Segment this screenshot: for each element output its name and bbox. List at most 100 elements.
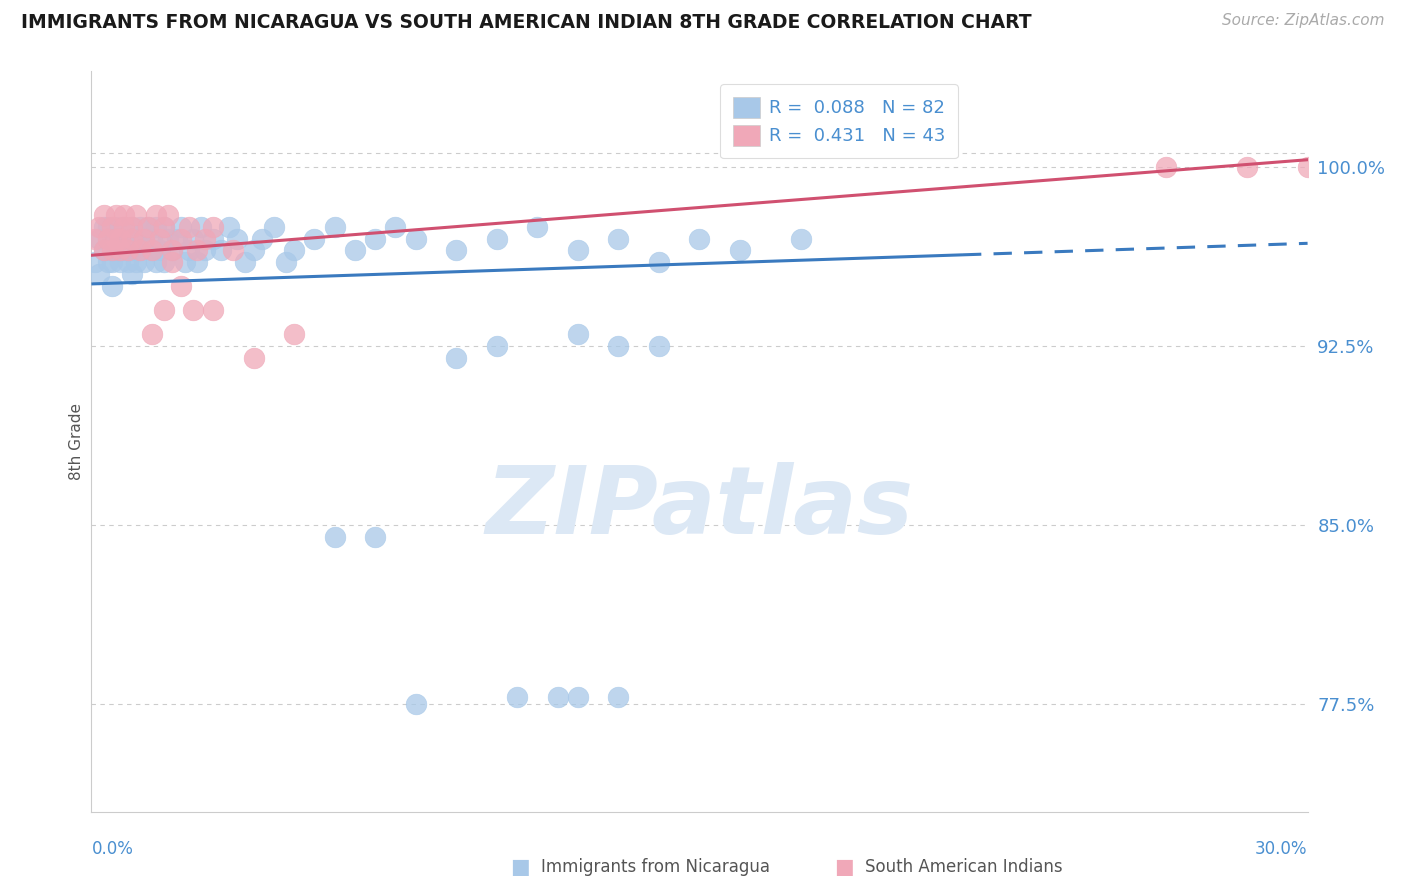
Point (567, 244, 589, 258)
Point (145, 208, 167, 222)
Point (89, 231, 111, 245)
Point (149, 244, 172, 258)
Point (607, 231, 630, 245)
Point (194, 244, 217, 258)
Point (89, 219, 111, 234)
Point (162, 244, 184, 258)
Point (121, 244, 143, 258)
Point (157, 208, 180, 222)
Point (202, 219, 225, 234)
Point (688, 231, 710, 245)
Point (112, 219, 135, 234)
Point (728, 244, 751, 258)
Point (405, 698, 427, 712)
Text: ■: ■ (834, 857, 853, 877)
Point (242, 244, 264, 258)
Point (186, 255, 208, 269)
Point (97, 219, 120, 234)
Y-axis label: 8th Grade: 8th Grade (69, 403, 84, 480)
Point (129, 219, 152, 234)
Point (129, 244, 152, 258)
Point (323, 530, 346, 544)
Text: 30.0%: 30.0% (1256, 840, 1308, 858)
Point (84, 255, 107, 269)
Text: IMMIGRANTS FROM NICARAGUA VS SOUTH AMERICAN INDIAN 8TH GRADE CORRELATION CHART: IMMIGRANTS FROM NICARAGUA VS SOUTH AMERI… (21, 13, 1032, 32)
Point (141, 244, 163, 258)
Point (141, 327, 163, 342)
Point (108, 231, 131, 245)
Point (153, 219, 176, 234)
Point (132, 255, 155, 269)
Point (93, 219, 115, 234)
Point (607, 690, 630, 704)
Point (218, 219, 240, 234)
Point (202, 303, 225, 318)
Point (112, 219, 135, 234)
Point (136, 219, 159, 234)
Point (162, 255, 184, 269)
Point (485, 339, 508, 353)
Point (112, 244, 135, 258)
Point (100, 279, 122, 293)
Text: ■: ■ (510, 857, 530, 877)
Legend: R =  0.088   N = 82, R =  0.431   N = 43: R = 0.088 N = 82, R = 0.431 N = 43 (720, 84, 957, 158)
Point (177, 219, 200, 234)
Point (97, 231, 120, 245)
Point (141, 231, 163, 245)
Point (132, 231, 155, 245)
Point (364, 530, 387, 544)
Point (125, 208, 148, 222)
Point (145, 219, 167, 234)
Point (104, 219, 127, 234)
Point (181, 303, 204, 318)
Point (104, 231, 127, 245)
Point (242, 351, 264, 365)
Point (117, 255, 139, 269)
Point (790, 231, 813, 245)
Point (173, 255, 195, 269)
Point (283, 327, 305, 342)
Point (157, 231, 180, 245)
Point (153, 255, 176, 269)
Point (117, 244, 139, 258)
Point (226, 231, 249, 245)
Point (169, 219, 191, 234)
Point (121, 231, 143, 245)
Point (263, 219, 285, 234)
Point (125, 231, 148, 245)
Point (323, 219, 346, 234)
Point (1296, 160, 1319, 174)
Point (547, 690, 569, 704)
Point (93, 244, 115, 258)
Point (567, 690, 589, 704)
Point (121, 219, 143, 234)
Point (132, 231, 155, 245)
Point (97, 255, 120, 269)
Point (136, 219, 159, 234)
Point (153, 219, 176, 234)
Point (153, 303, 176, 318)
Point (129, 244, 152, 258)
Text: Source: ZipAtlas.com: Source: ZipAtlas.com (1222, 13, 1385, 29)
Point (648, 255, 671, 269)
Point (444, 244, 467, 258)
Point (444, 351, 467, 365)
Point (100, 231, 122, 245)
Point (125, 255, 148, 269)
Point (169, 279, 191, 293)
Point (166, 231, 188, 245)
Text: South American Indians: South American Indians (865, 858, 1063, 876)
Text: 0.0%: 0.0% (91, 840, 134, 858)
Point (121, 219, 143, 234)
Point (186, 244, 208, 258)
Point (364, 231, 387, 245)
Point (141, 244, 163, 258)
Point (648, 339, 671, 353)
Point (112, 208, 135, 222)
Point (384, 219, 406, 234)
Point (104, 244, 127, 258)
Point (235, 255, 257, 269)
Point (194, 231, 217, 245)
Point (108, 244, 131, 258)
Point (100, 255, 122, 269)
